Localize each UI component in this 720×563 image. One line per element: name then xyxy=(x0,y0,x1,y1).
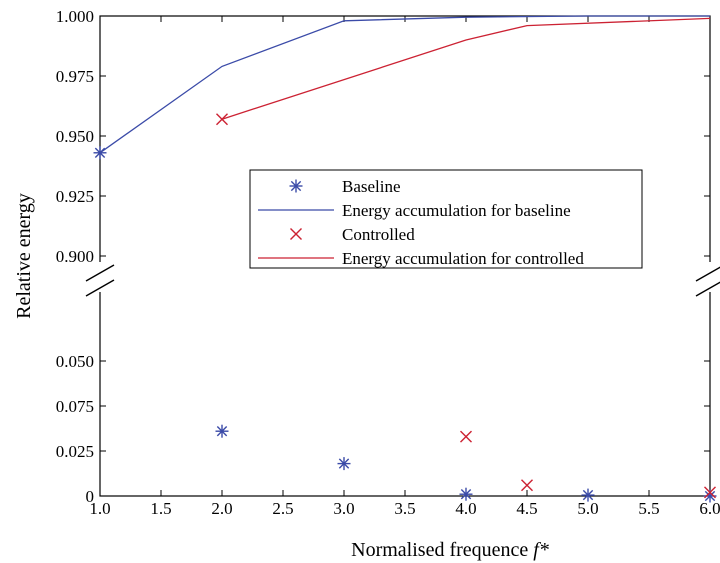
x-tick-label: 4.0 xyxy=(455,499,476,518)
y-tick-label: 0.025 xyxy=(56,442,94,461)
data-point xyxy=(704,486,716,499)
y-axis-title: Relative energy xyxy=(13,193,35,319)
x-axis-title-symbol: f* xyxy=(533,539,549,561)
axis-break-slash xyxy=(695,266,720,282)
y-tick-label: 0.900 xyxy=(56,247,94,266)
legend-marker xyxy=(289,179,303,193)
x-tick-labels: 1.0 1.5 2.0 2.5 3.0 3.5 4.0 4.5 5.0 5.5 6.0 xyxy=(89,499,720,518)
x-axis-title: Normalised frequence f* xyxy=(351,539,549,561)
y-tick-label: 0.975 xyxy=(56,67,94,86)
series-layer xyxy=(93,15,717,503)
y-upper-tick-labels: 0.900 0.925 0.950 0.975 1.000 xyxy=(56,7,94,266)
legend-label: Energy accumulation for baseline xyxy=(342,201,571,220)
data-point xyxy=(93,146,107,160)
series-line xyxy=(99,15,710,154)
data-point xyxy=(337,457,351,471)
legend-label: Controlled xyxy=(342,225,415,244)
y-tick-label: 1.000 xyxy=(56,7,94,26)
legend-label: Baseline xyxy=(342,177,401,196)
y-tick-label: 0.950 xyxy=(56,127,94,146)
legend-marker xyxy=(290,228,302,240)
x-axis-title-text: Normalised frequence xyxy=(351,539,528,561)
x-tick-label: 4.5 xyxy=(516,499,537,518)
legend-box xyxy=(249,169,643,269)
y-tick-label: 0 xyxy=(86,487,95,506)
x-tick-label: 5.5 xyxy=(638,499,659,518)
axis-break-marks xyxy=(85,262,720,297)
y-tick-label: 0.075 xyxy=(56,397,94,416)
x-tick-label: 2.0 xyxy=(211,499,232,518)
data-point xyxy=(215,424,229,438)
y-lower-tick-labels: 0 0.025 0.075 0.050 xyxy=(56,352,94,506)
x-tick-label: 3.0 xyxy=(333,499,354,518)
y-tick-label: 0.925 xyxy=(56,187,94,206)
x-tick-label: 2.5 xyxy=(272,499,293,518)
axis-break-slash xyxy=(85,279,115,297)
data-point xyxy=(216,113,228,126)
series-line xyxy=(221,17,711,120)
axis-break-slash xyxy=(85,264,115,282)
x-tick-label: 6.0 xyxy=(699,499,720,518)
axis-break-gap xyxy=(707,262,713,292)
legend: Baseline Energy accumulation for baseline… xyxy=(249,169,643,269)
axis-break-slash xyxy=(695,281,720,297)
x-tick-label: 5.0 xyxy=(577,499,598,518)
axis-break-gap xyxy=(97,262,103,292)
y-tick-label: 0.050 xyxy=(56,352,94,371)
data-point xyxy=(521,479,533,492)
data-point xyxy=(581,488,595,502)
legend-label: Energy accumulation for controlled xyxy=(342,249,584,268)
x-tick-label: 3.5 xyxy=(394,499,415,518)
data-point xyxy=(460,430,472,443)
data-point xyxy=(459,487,473,501)
x-tick-label: 1.0 xyxy=(89,499,110,518)
x-tick-label: 1.5 xyxy=(150,499,171,518)
